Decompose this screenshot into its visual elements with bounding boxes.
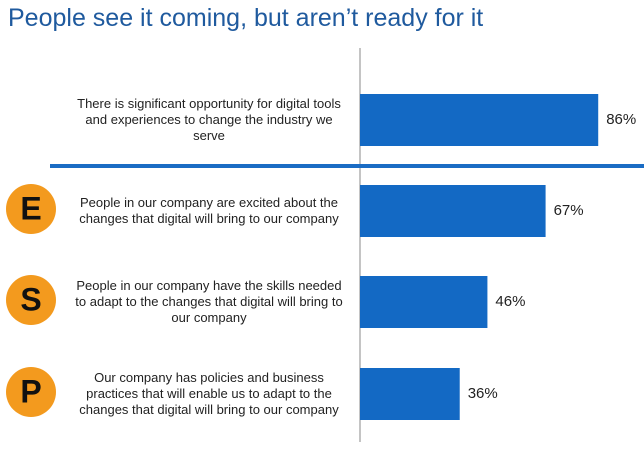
- category-label: There is significant opportunity for dig…: [77, 96, 341, 143]
- value-label: 36%: [468, 385, 498, 402]
- badge: [6, 367, 56, 417]
- value-label: 46%: [495, 293, 525, 310]
- category-label: People in our company have the skills ne…: [75, 278, 343, 325]
- badge-letter: P: [20, 373, 41, 409]
- badge-letter: S: [20, 281, 41, 317]
- bar: [360, 94, 599, 146]
- bar: [360, 276, 488, 328]
- badge: [6, 184, 56, 234]
- value-label: 86%: [606, 111, 636, 128]
- category-label: People in our company are excited about …: [79, 195, 339, 226]
- value-label: 67%: [554, 202, 584, 219]
- badge-letter: E: [20, 190, 41, 226]
- badge: [6, 275, 56, 325]
- slide-title: People see it coming, but aren’t ready f…: [8, 4, 484, 32]
- category-label: Our company has policies and business pr…: [79, 370, 339, 417]
- bar: [360, 368, 460, 420]
- bar: [360, 185, 546, 237]
